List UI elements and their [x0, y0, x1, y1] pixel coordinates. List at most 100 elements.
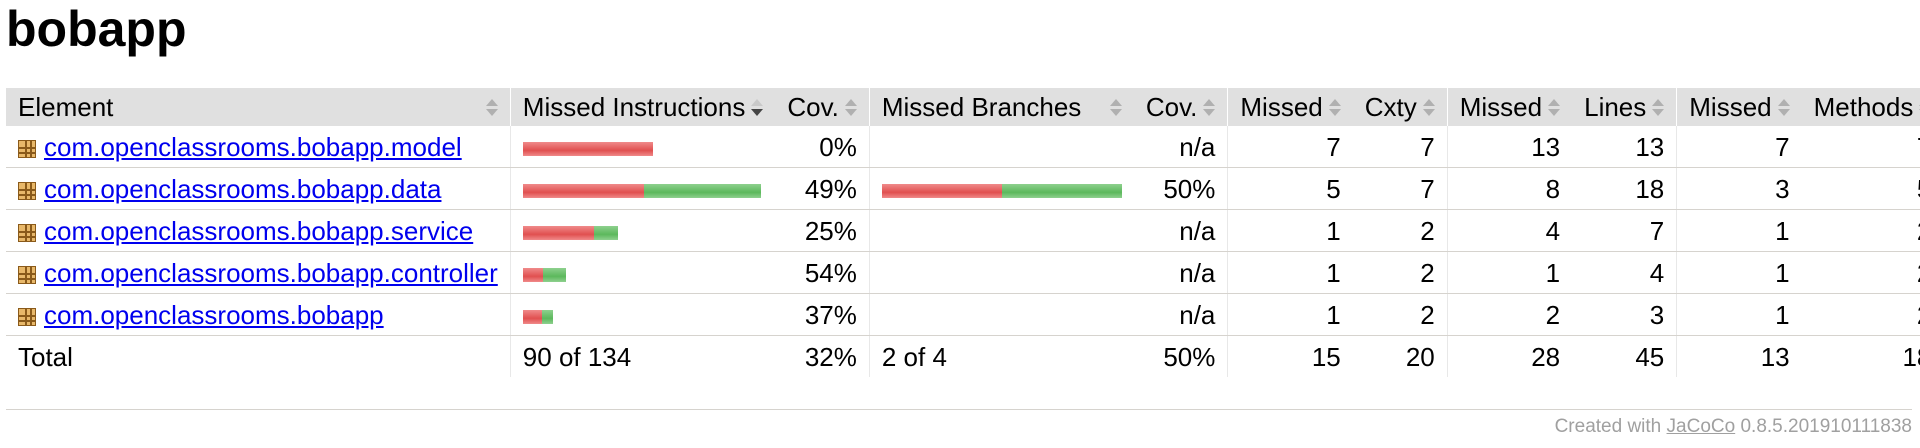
header-cxty-missed[interactable]: Missed: [1227, 88, 1353, 126]
instr-coverage-bar: [522, 183, 761, 198]
header-lines-missed[interactable]: Missed: [1446, 88, 1573, 126]
package-icon: [18, 307, 36, 326]
lines: 18: [1572, 167, 1677, 210]
header-methods-missed[interactable]: Missed: [1676, 88, 1802, 126]
header-missed-branches[interactable]: Missed Branches: [868, 88, 1134, 126]
header-cxty[interactable]: Cxty: [1352, 88, 1448, 126]
sort-icon: [1422, 98, 1435, 116]
methods: 2: [1801, 209, 1920, 252]
instr-bar-cell: [509, 251, 776, 294]
table-row: com.openclassrooms.bobapp.data 49% 50% 5 7 8 1…: [6, 167, 1920, 210]
instr-bar-cell: [509, 167, 776, 210]
cxty-missed: 1: [1227, 293, 1353, 336]
cxty: 7: [1352, 126, 1448, 168]
footer: Created with JaCoCo 0.8.5.201910111838: [1555, 416, 1912, 438]
instr-bar-cell: [509, 209, 776, 252]
lines-missed: 2: [1446, 293, 1573, 336]
package-link[interactable]: com.openclassrooms.bobapp.controller: [44, 257, 498, 288]
missed-bar-segment: [522, 225, 594, 240]
instr-cov: 25%: [775, 209, 870, 252]
total-cxty-missed: 15: [1227, 335, 1353, 377]
cxty: 2: [1352, 293, 1448, 336]
header-methods[interactable]: Methods: [1801, 88, 1920, 126]
methods-missed: 1: [1676, 251, 1802, 294]
cxty-missed: 5: [1227, 167, 1353, 210]
branch-coverage-bar: [881, 183, 1122, 198]
total-branches: 2 of 4: [868, 335, 1134, 377]
missed-bar-segment: [881, 183, 1002, 198]
sort-icon: [1652, 98, 1665, 116]
coverage-table: Element Missed Instructions Cov. Missed …: [6, 88, 1920, 377]
cxty: 2: [1352, 251, 1448, 294]
instr-coverage-bar: [522, 141, 653, 156]
header-missed-instructions[interactable]: Missed Instructions: [509, 88, 776, 126]
methods-missed: 3: [1676, 167, 1802, 210]
footer-prefix: Created with: [1554, 416, 1662, 437]
total-lines: 45: [1635, 341, 1665, 372]
footer-version: 0.8.5.201910111838: [1740, 416, 1912, 437]
table-row: com.openclassrooms.bobapp.controller 54% n…: [6, 251, 1920, 294]
lines: 4: [1572, 251, 1677, 294]
instr-bar-cell: [509, 126, 776, 168]
package-icon: [18, 265, 36, 284]
sort-icon: [1548, 98, 1561, 116]
package-link[interactable]: com.openclassrooms.bobapp.data: [44, 173, 442, 204]
package-icon: [18, 181, 36, 200]
header-element[interactable]: Element: [6, 88, 511, 126]
sort-icon: [1109, 98, 1122, 116]
package-icon: [18, 223, 36, 242]
methods: 2: [1801, 251, 1920, 294]
lines: 3: [1572, 293, 1677, 336]
total-label: Total: [18, 341, 73, 372]
lines-missed: 13: [1446, 126, 1573, 168]
element-cell: com.openclassrooms.bobapp: [6, 293, 511, 336]
total-methods: 18: [1902, 341, 1920, 372]
table-row: com.openclassrooms.bobapp.service 25% n/a 1…: [6, 209, 1920, 252]
branch-bar-cell: [868, 209, 1134, 252]
element-cell: com.openclassrooms.bobapp.data: [6, 167, 511, 210]
methods-missed: 1: [1676, 209, 1802, 252]
element-cell: com.openclassrooms.bobapp.controller: [6, 251, 511, 294]
methods-missed: 1: [1676, 293, 1802, 336]
covered-bar-segment: [1001, 183, 1122, 198]
cxty: 7: [1352, 167, 1448, 210]
package-icon: [18, 139, 36, 158]
lines-missed: 1: [1446, 251, 1573, 294]
header-instr-cov[interactable]: Cov.: [775, 88, 870, 126]
branch-bar-cell: [868, 167, 1134, 210]
cxty-missed: 1: [1227, 251, 1353, 294]
lines: 13: [1572, 126, 1677, 168]
package-link[interactable]: com.openclassrooms.bobapp: [44, 299, 384, 330]
methods-missed: 7: [1676, 126, 1802, 168]
covered-bar-segment: [542, 267, 566, 282]
lines-missed: 8: [1446, 167, 1573, 210]
methods: 7: [1801, 126, 1920, 168]
header-row: Element Missed Instructions Cov. Missed …: [6, 88, 1920, 126]
element-cell: com.openclassrooms.bobapp.model: [6, 126, 511, 168]
header-branch-cov[interactable]: Cov.: [1133, 88, 1228, 126]
package-link[interactable]: com.openclassrooms.bobapp.model: [44, 131, 462, 162]
total-branch-cov: 50%: [1163, 341, 1216, 372]
page-title: bobapp: [6, 1, 187, 57]
branch-bar-cell: [868, 126, 1134, 168]
methods: 2: [1801, 293, 1920, 336]
instr-bar-cell: [509, 293, 776, 336]
lines-missed: 4: [1446, 209, 1573, 252]
methods: 5: [1801, 167, 1920, 210]
instr-coverage-bar: [522, 309, 553, 324]
total-row: Total 90 of 134 32% 2 of 4 50% 15 20 28 …: [6, 335, 1920, 377]
instr-cov: 37%: [775, 293, 870, 336]
instr-cov: 49%: [775, 167, 870, 210]
total-instructions: 90 of 134: [509, 335, 776, 377]
instr-cov: 0%: [775, 126, 870, 168]
branch-bar-cell: [868, 293, 1134, 336]
header-lines[interactable]: Lines: [1572, 88, 1677, 126]
package-link[interactable]: com.openclassrooms.bobapp.service: [44, 215, 474, 246]
sort-icon: [1328, 98, 1341, 116]
element-cell: com.openclassrooms.bobapp.service: [6, 209, 511, 252]
branch-cov: n/a: [1133, 209, 1228, 252]
missed-bar-segment: [522, 183, 644, 198]
missed-bar-segment: [522, 267, 543, 282]
jacoco-link[interactable]: JaCoCo: [1666, 416, 1736, 437]
